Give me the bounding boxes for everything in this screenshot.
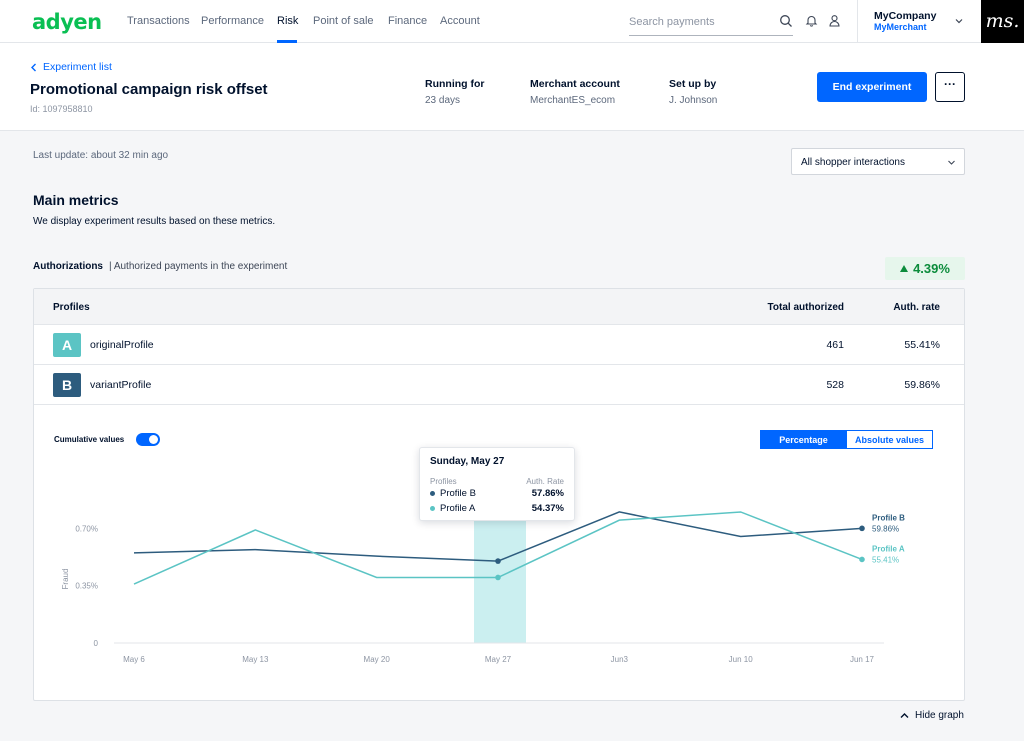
experiment-id: Id: 1097958810 (30, 104, 93, 114)
back-link-label: Experiment list (43, 61, 112, 73)
nav-risk[interactable]: Risk (277, 15, 299, 27)
more-options-button[interactable]: ··· (935, 72, 965, 102)
account-divider (857, 0, 858, 43)
tooltip-row-profile-a: Profile A (430, 503, 475, 514)
y-tick-label: 0.70% (75, 524, 98, 533)
running-for-value: 23 days (425, 95, 461, 106)
data-point (859, 525, 865, 532)
profile-b-dot (430, 491, 435, 496)
tooltip-profile-a-value: 54.37% (531, 503, 564, 514)
series-end-label: Profile B (872, 513, 905, 522)
merchant-account-value: MerchantES_ecom (530, 95, 616, 106)
search-icon[interactable] (779, 14, 793, 28)
profile-name: variantProfile (90, 379, 152, 391)
user-icon[interactable] (828, 14, 841, 27)
cumulative-values-label: Cumulative values (54, 435, 125, 444)
bell-icon[interactable] (805, 14, 818, 27)
uplift-value: 4.39% (913, 261, 950, 276)
series-end-value: 55.41% (872, 555, 899, 564)
merchant-name[interactable]: MyMerchant (874, 22, 927, 32)
last-update-text: Last update: about 32 min ago (33, 150, 169, 161)
nav-active-indicator (277, 40, 297, 43)
y-axis-label: Fraud (61, 569, 70, 590)
tooltip-row-profile-b: Profile B (430, 488, 476, 499)
tooltip-rate-header: Auth. Rate (526, 477, 564, 486)
nav-account[interactable]: Account (440, 15, 480, 27)
end-experiment-button[interactable]: End experiment (817, 72, 927, 102)
uplift-badge: 4.39% (885, 257, 965, 280)
nav-finance[interactable]: Finance (388, 15, 428, 27)
profile-a-avatar: A (53, 333, 81, 357)
toggle-knob (149, 435, 158, 444)
authorizations-title: Authorizations (33, 261, 103, 272)
x-tick-label: May 6 (123, 655, 145, 664)
chevron-down-icon (948, 160, 955, 165)
hide-graph-label: Hide graph (915, 710, 964, 721)
table-row: A originalProfile 461 55.41% (34, 325, 964, 365)
set-up-by-value: J. Johnson (669, 95, 718, 106)
profile-name: originalProfile (90, 339, 154, 351)
absolute-values-toggle-button[interactable]: Absolute values (846, 430, 933, 449)
merchant-account-label: Merchant account (530, 78, 620, 90)
series-end-label: Profile A (872, 544, 905, 553)
y-tick-label: 0.35% (75, 582, 98, 591)
x-tick-label: Jun3 (611, 655, 629, 664)
profiles-column-header: Profiles (53, 302, 90, 313)
profile-auth-rate: 59.86% (904, 379, 940, 391)
profile-a-dot (430, 506, 435, 511)
data-point (859, 556, 865, 563)
authorizations-subtitle: | Authorized payments in the experiment (109, 261, 288, 272)
search-bar[interactable]: Search payments (629, 8, 793, 36)
chevron-up-icon (900, 713, 909, 718)
x-tick-label: May 13 (242, 655, 269, 664)
tooltip-date: Sunday, May 27 (430, 456, 505, 467)
cumulative-values-toggle[interactable] (136, 433, 160, 446)
table-header: Profiles Total authorized Auth. rate (34, 289, 964, 325)
running-for-label: Running for (425, 78, 485, 90)
tooltip-profiles-header: Profiles (430, 477, 457, 486)
x-tick-label: Jun 17 (850, 655, 875, 664)
profile-total-authorized: 461 (826, 339, 844, 351)
profile-auth-rate: 55.41% (904, 339, 940, 351)
tooltip-profile-b-label: Profile B (440, 488, 476, 499)
profile-b-avatar: B (53, 373, 81, 397)
chart-tooltip: Sunday, May 27 Profiles Auth. Rate Profi… (419, 447, 575, 521)
nav-transactions[interactable]: Transactions (127, 15, 190, 27)
search-input[interactable]: Search payments (629, 16, 715, 28)
auth-rate-column-header: Auth. rate (893, 302, 940, 313)
set-up-by-label: Set up by (669, 78, 717, 90)
shopper-interaction-value: All shopper interactions (801, 157, 905, 168)
company-name[interactable]: MyCompany (874, 10, 937, 22)
back-to-experiment-list[interactable]: Experiment list (30, 61, 112, 73)
page-title: Promotional campaign risk offset (30, 81, 268, 98)
tooltip-profile-a-label: Profile A (440, 503, 476, 514)
adyen-logo[interactable]: adyen (32, 10, 102, 34)
total-authorized-column-header: Total authorized (767, 302, 844, 313)
shopper-interaction-select[interactable]: All shopper interactions (791, 148, 965, 175)
main-metrics-description: We display experiment results based on t… (33, 216, 276, 227)
profile-total-authorized: 528 (826, 379, 844, 391)
x-tick-label: May 20 (364, 655, 391, 664)
table-row: B variantProfile 528 59.86% (34, 365, 964, 405)
experiment-header: Experiment list Promotional campaign ris… (0, 43, 1024, 131)
chevron-down-icon[interactable] (954, 16, 964, 26)
authorizations-card: Profiles Total authorized Auth. rate A o… (33, 288, 965, 701)
data-point (495, 574, 501, 581)
hide-graph-button[interactable]: Hide graph (900, 710, 964, 721)
main-metrics-title: Main metrics (33, 192, 119, 208)
top-navigation: adyen Transactions Performance Risk Poin… (0, 0, 1024, 43)
series-end-value: 59.86% (872, 524, 899, 533)
data-point (495, 558, 501, 564)
x-tick-label: May 27 (485, 655, 512, 664)
nav-point-of-sale[interactable]: Point of sale (313, 15, 374, 27)
tooltip-profile-b-value: 57.86% (531, 488, 564, 499)
x-tick-label: Jun 10 (729, 655, 754, 664)
nav-performance[interactable]: Performance (201, 15, 264, 27)
chevron-left-icon (31, 63, 36, 71)
fraud-line-chart: 0 0.35% 0.70% Fraud May 6 May 13 May 20 May 27 J… (61, 509, 905, 664)
y-tick-label: 0 (94, 639, 99, 648)
arrow-up-icon (900, 265, 909, 272)
ms-logo: ms. (981, 0, 1024, 43)
